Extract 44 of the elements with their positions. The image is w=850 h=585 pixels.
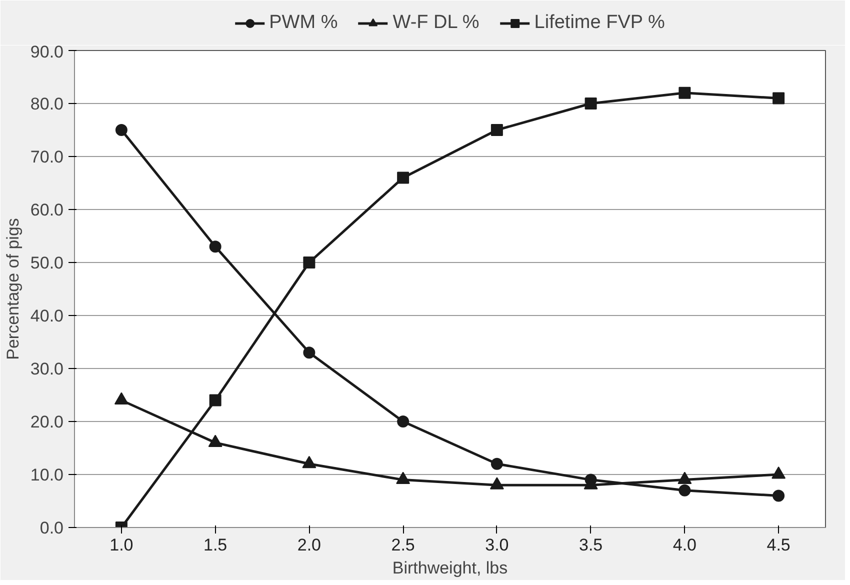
point [397,172,410,184]
y-tick-label: 20.0 [30,412,64,432]
legend-label: Lifetime FVP % [534,12,665,34]
y-tick-label: 50.0 [30,254,64,272]
point [396,472,410,484]
x-tick-label: 2.5 [391,536,415,554]
x-tick-label: 1.5 [203,536,228,554]
point [678,484,691,496]
point [209,394,222,406]
point [490,477,504,490]
y-tick-label: 80.0 [30,94,64,114]
point [302,456,316,468]
point [208,434,222,447]
y-tick-label: 10.0 [30,466,64,484]
point [678,86,691,99]
x-tick-label: 3.0 [485,536,509,554]
point [772,466,786,479]
point [772,92,785,104]
legend-label: W-F DL % [392,12,480,34]
point [490,458,503,470]
x-axis-title: Birthweight, lbs [392,558,508,578]
x-tick-label: 1.0 [110,536,134,554]
x-tick-label: 4.5 [766,536,790,554]
y-axis-title: Percentage of pigs [3,218,22,360]
point [490,124,503,136]
y-tick-label: 0.0 [40,518,64,538]
y-tick-label: 40.0 [30,306,64,326]
y-tick-label: 30.0 [30,360,64,378]
point [584,98,597,110]
point [114,392,128,405]
y-tick-label: 90.0 [30,42,64,62]
x-tick-label: 3.5 [578,536,603,554]
point [303,346,316,359]
y-tick-label: 60.0 [30,200,64,220]
point [115,124,128,136]
point [772,490,785,502]
point [303,256,316,268]
x-tick-label: 2.0 [297,536,322,554]
legend-label: PWM % [269,12,338,34]
y-tick-label: 70.0 [30,148,64,166]
point [397,416,410,428]
point [678,472,692,484]
x-tick-label: 4.0 [672,536,697,554]
point [209,240,222,253]
